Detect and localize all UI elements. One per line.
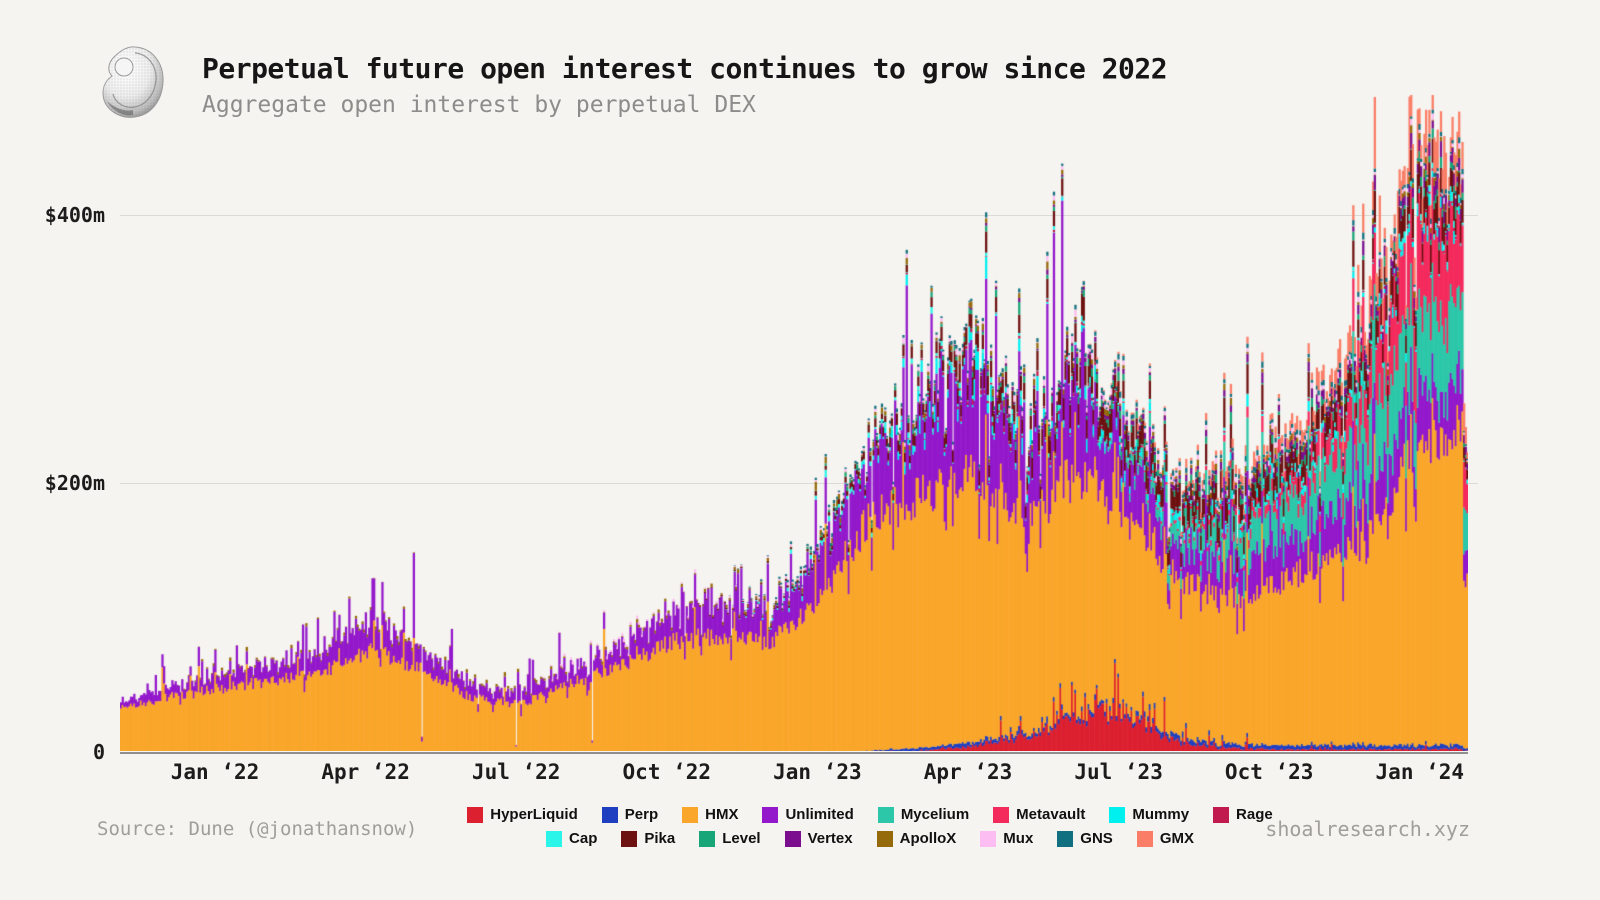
legend-label: Cap (569, 830, 598, 847)
x-tick-label: Jan ‘24 (1375, 760, 1465, 784)
legend-item-pika: Pika (621, 830, 675, 847)
legend-swatch (1213, 806, 1230, 823)
legend-swatch (980, 830, 997, 847)
legend-label: HMX (705, 806, 739, 823)
legend-label: Pika (644, 830, 676, 847)
legend-row-2: Cap Pika Level Vertex ApolloX Mux GNS GMX (546, 830, 1194, 847)
legend-label: Metavault (1016, 806, 1086, 823)
legend-item-gns: GNS (1057, 830, 1113, 847)
legend-row-1: HyperLiquid Perp HMX Unlimited Mycelium Metav… (467, 806, 1273, 823)
legend-swatch (1057, 830, 1074, 847)
chart-title: Perpetual future open interest continues… (202, 52, 1168, 85)
x-tick-label: Apr ‘22 (321, 760, 410, 784)
legend-label: Mux (1003, 830, 1034, 847)
legend-item-metavault: Metavault (993, 806, 1085, 823)
legend-item-mummy: Mummy (1109, 806, 1189, 823)
x-tick-label: Oct ‘22 (622, 760, 712, 784)
x-tick-label: Jan ‘22 (170, 760, 260, 784)
legend-swatch (762, 806, 779, 823)
legend-label: HyperLiquid (490, 806, 578, 823)
legend-label: Rage (1236, 806, 1273, 823)
legend-item-gmx: GMX (1136, 830, 1194, 847)
x-tick-label: Oct ‘23 (1224, 760, 1314, 784)
legend-label: ApolloX (899, 830, 957, 847)
legend-item-cap: Cap (546, 830, 597, 847)
legend: HyperLiquid Perp HMX Unlimited Mycelium Metav… (430, 806, 1310, 847)
legend-swatch (876, 830, 893, 847)
legend-swatch (1109, 806, 1126, 823)
legend-swatch (621, 830, 638, 847)
legend-swatch (1136, 830, 1153, 847)
legend-label: Mummy (1132, 806, 1190, 823)
legend-item-rage: Rage (1213, 806, 1273, 823)
legend-label: Level (722, 830, 761, 847)
x-axis-line (120, 752, 1468, 754)
legend-swatch (682, 806, 699, 823)
legend-item-mycelium: Mycelium (877, 806, 970, 823)
legend-label: Unlimited (785, 806, 854, 823)
legend-item-hyperliquid: HyperLiquid (467, 806, 578, 823)
x-tick-label: Jan ‘23 (773, 760, 862, 784)
y-tick-label: $400m (44, 202, 105, 227)
legend-swatch (699, 830, 716, 847)
legend-label: GMX (1159, 830, 1194, 847)
legend-label: GNS (1080, 830, 1113, 847)
legend-swatch (546, 830, 563, 847)
legend-item-unlimited: Unlimited (762, 806, 854, 823)
y-tick-label: $200m (44, 471, 105, 496)
legend-label: Vertex (807, 830, 853, 847)
legend-item-vertex: Vertex (784, 830, 853, 847)
legend-label: Perp (624, 806, 659, 823)
watermark: shoalresearch.xyz (1265, 817, 1470, 841)
legend-item-hmx: HMX (682, 806, 738, 823)
legend-swatch (877, 806, 894, 823)
chart-canvas (120, 88, 1468, 751)
legend-item-perp: Perp (601, 806, 659, 823)
legend-label: Mycelium (900, 806, 970, 823)
legend-item-mux: Mux (980, 830, 1033, 847)
legend-swatch (601, 806, 618, 823)
x-tick-label: Jul ‘22 (471, 760, 561, 784)
x-tick-label: Jul ‘23 (1074, 760, 1163, 784)
source-credit: Source: Dune (@jonathansnow) (97, 818, 418, 840)
legend-item-level: Level (699, 830, 761, 847)
legend-item-apollox: ApolloX (876, 830, 957, 847)
legend-swatch (993, 806, 1010, 823)
legend-swatch (467, 806, 484, 823)
y-tick-label: 0 (92, 740, 105, 764)
x-tick-label: Apr ‘23 (923, 760, 1013, 784)
legend-swatch (784, 830, 801, 847)
